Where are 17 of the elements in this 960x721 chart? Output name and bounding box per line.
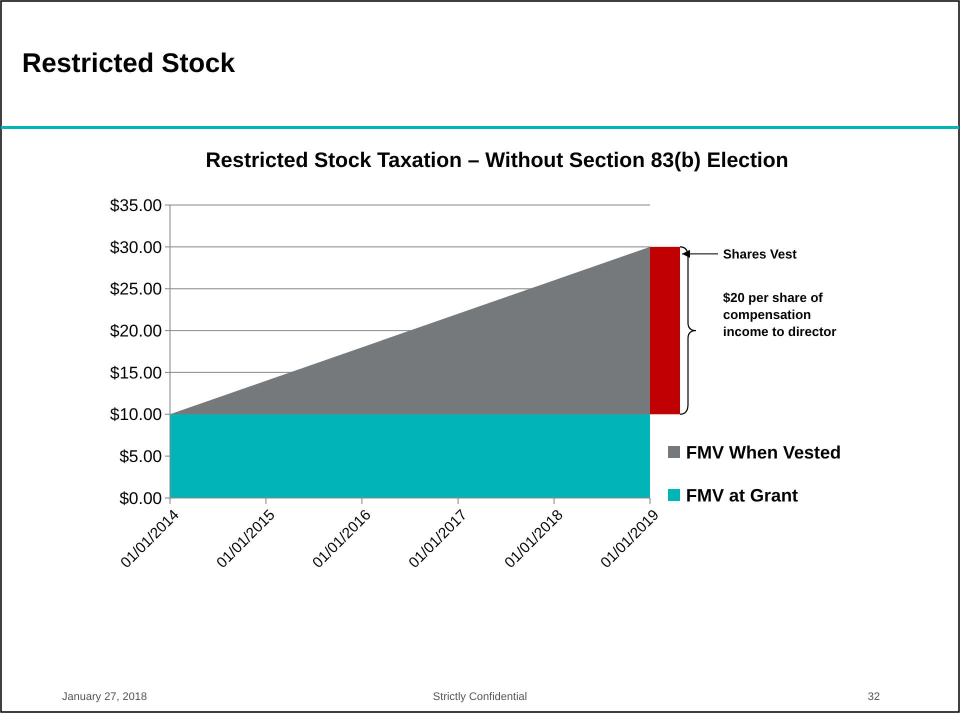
y-tick-label: $35.00 — [110, 196, 162, 215]
y-tick-label: $15.00 — [110, 363, 162, 382]
y-tick-label: $5.00 — [119, 447, 162, 466]
text: Strictly Confidential — [432, 691, 528, 703]
text: 32 — [868, 691, 880, 703]
text: Shares Vest — [723, 246, 798, 262]
chart-title: Restricted Stock — [22, 48, 236, 78]
chart-subtitle: Restricted Stock Taxation – Without Section 83(b) Election — [206, 149, 788, 172]
legend-label: FMV When Vested — [686, 442, 842, 462]
text: $20 per share of compensation income to director — [723, 290, 836, 340]
text: January 27, 2018 — [62, 691, 148, 703]
y-tick-label: $30.00 — [110, 238, 162, 257]
y-tick-label: $10.00 — [110, 405, 162, 424]
legend-label: FMV at Grant — [686, 485, 798, 506]
y-tick-label: $20.00 — [110, 322, 162, 341]
y-tick-label: $25.00 — [110, 280, 162, 299]
y-tick-label: $0.00 — [119, 488, 162, 508]
